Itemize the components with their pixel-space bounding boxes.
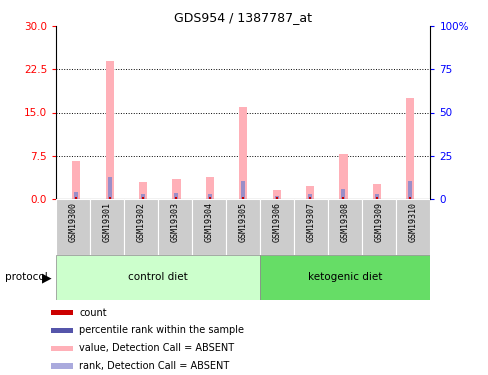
Bar <box>241 181 245 199</box>
Bar <box>172 178 180 199</box>
Bar <box>192 199 226 255</box>
Text: ketogenic diet: ketogenic diet <box>307 273 382 282</box>
Bar <box>142 197 144 199</box>
Bar <box>208 197 210 199</box>
Text: GSM19308: GSM19308 <box>340 202 349 242</box>
Text: GSM19303: GSM19303 <box>170 202 180 242</box>
Bar <box>339 154 347 199</box>
Bar <box>75 197 77 199</box>
Bar <box>372 184 380 199</box>
Bar <box>51 346 73 351</box>
Bar <box>260 199 294 255</box>
Bar <box>405 98 414 199</box>
Bar <box>205 177 214 199</box>
Bar <box>51 310 73 315</box>
Bar <box>139 182 147 199</box>
Bar <box>407 181 411 199</box>
Text: GSM19300: GSM19300 <box>69 202 78 242</box>
Bar <box>308 197 310 199</box>
Text: protocol: protocol <box>5 273 47 282</box>
Bar <box>362 199 395 255</box>
Bar <box>105 61 114 199</box>
Bar <box>242 197 244 199</box>
Bar <box>395 199 429 255</box>
Text: count: count <box>80 308 107 318</box>
Bar <box>239 107 247 199</box>
Bar <box>141 194 145 199</box>
Bar <box>294 199 327 255</box>
Bar <box>375 197 377 199</box>
Text: GSM19301: GSM19301 <box>102 202 112 242</box>
Text: value, Detection Call = ABSENT: value, Detection Call = ABSENT <box>80 343 234 353</box>
Text: GSM19305: GSM19305 <box>238 202 247 242</box>
Bar <box>124 199 158 255</box>
Text: percentile rank within the sample: percentile rank within the sample <box>80 326 244 336</box>
Bar <box>305 186 314 199</box>
Bar <box>274 196 278 199</box>
Bar <box>226 199 260 255</box>
Text: ▶: ▶ <box>41 271 51 284</box>
Bar <box>275 197 277 199</box>
Text: GSM19306: GSM19306 <box>272 202 281 242</box>
Bar <box>174 193 178 199</box>
Bar <box>207 194 211 199</box>
Text: GSM19304: GSM19304 <box>204 202 213 242</box>
Bar <box>72 161 81 199</box>
Text: control diet: control diet <box>128 273 188 282</box>
Bar <box>272 189 280 199</box>
Bar <box>51 363 73 369</box>
Bar <box>260 255 429 300</box>
Title: GDS954 / 1387787_at: GDS954 / 1387787_at <box>174 11 312 24</box>
Bar <box>56 255 260 300</box>
Bar <box>108 197 110 199</box>
Text: GSM19309: GSM19309 <box>374 202 383 242</box>
Bar <box>158 199 192 255</box>
Text: GSM19310: GSM19310 <box>408 202 417 242</box>
Bar <box>341 189 345 199</box>
Bar <box>408 197 410 199</box>
Text: GSM19302: GSM19302 <box>137 202 145 242</box>
Bar <box>56 199 90 255</box>
Bar <box>74 192 78 199</box>
Bar <box>107 177 111 199</box>
Bar <box>327 199 362 255</box>
Bar <box>175 197 177 199</box>
Bar <box>51 328 73 333</box>
Bar <box>307 194 311 199</box>
Bar <box>342 197 344 199</box>
Bar <box>90 199 124 255</box>
Text: rank, Detection Call = ABSENT: rank, Detection Call = ABSENT <box>80 361 229 371</box>
Text: GSM19307: GSM19307 <box>306 202 315 242</box>
Bar <box>374 194 378 199</box>
